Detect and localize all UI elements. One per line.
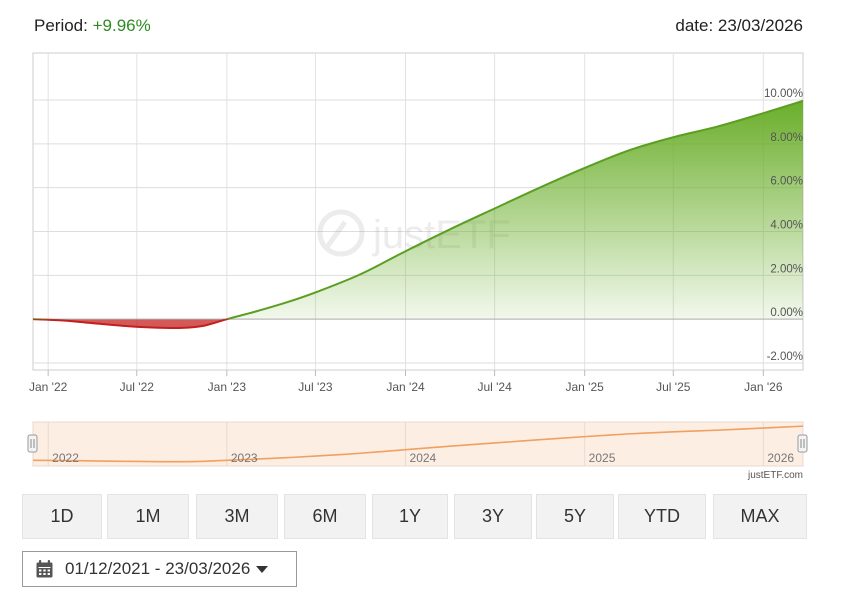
period-label: Period: +9.96% — [34, 16, 151, 36]
performance-chart[interactable]: justETF 10.00%8.00%6.00%4.00%2.00%0.00%-… — [0, 0, 851, 400]
performance-line-positive — [33, 99, 804, 320]
x-axis-labels: Jan '22 Jul '22 Jan '23 Jul '23 Jan '24 Jul '… — [29, 380, 783, 394]
navigator-line — [32, 425, 804, 463]
x-tick-label: Jan '24 — [386, 380, 425, 394]
x-tick-label: Jan '25 — [566, 380, 605, 394]
range-button-3y[interactable]: 3Y — [454, 494, 532, 539]
navigator-handle-right[interactable] — [797, 434, 808, 453]
x-tick-label: Jul '22 — [120, 380, 155, 394]
y-tick-label: 4.00% — [770, 220, 803, 232]
navigator-year-label: 2026 — [767, 451, 794, 465]
y-tick-label: -2.00% — [767, 351, 803, 363]
calendar-icon — [36, 560, 53, 578]
navigator-year-labels: 2022 2023 2024 2025 2026 — [52, 451, 794, 465]
navigator-year-label: 2023 — [231, 451, 258, 465]
range-button-3m[interactable]: 3M — [196, 494, 278, 539]
date-range-picker[interactable]: 01/12/2021 - 23/03/2026 — [22, 551, 297, 587]
range-button-1m[interactable]: 1M — [107, 494, 189, 539]
x-tick-label: Jul '25 — [656, 380, 691, 394]
date-range-text: 01/12/2021 - 23/03/2026 — [65, 559, 251, 578]
range-button-max[interactable]: MAX — [713, 494, 807, 539]
y-tick-label: 2.00% — [770, 263, 803, 275]
x-tick-label: Jul '24 — [477, 380, 512, 394]
y-axis-labels: 10.00% 8.00% 6.00% 4.00% 2.00% 0.00% -2.00% — [764, 88, 803, 363]
chart-credit[interactable]: justETF.com — [747, 470, 803, 481]
range-button-6m[interactable]: 6M — [284, 494, 366, 539]
range-button-ytd[interactable]: YTD — [618, 494, 706, 539]
navigator-background — [32, 421, 804, 467]
watermark-logo-icon — [317, 209, 365, 257]
navigator-year-label: 2022 — [52, 451, 79, 465]
performance-line-negative — [32, 319, 231, 330]
navigator-handle-left[interactable] — [27, 434, 38, 453]
x-tick-label: Jan '22 — [29, 380, 68, 394]
x-tick-label: Jan '23 — [208, 380, 247, 394]
y-tick-label: 8.00% — [770, 132, 803, 144]
watermark-logo-arrow-icon — [322, 220, 348, 252]
range-button-1d[interactable]: 1D — [22, 494, 102, 539]
navigator-year-label: 2025 — [589, 451, 616, 465]
y-tick-label: 10.00% — [764, 88, 803, 100]
y-tick-label: 0.00% — [770, 307, 803, 319]
navigator-gridlines — [47, 422, 764, 466]
positive-area — [226, 100, 803, 320]
range-button-5y[interactable]: 5Y — [536, 494, 614, 539]
x-tick-label: Jul '23 — [298, 380, 333, 394]
period-performance-value: +9.96% — [92, 16, 151, 35]
caret-down-icon — [256, 565, 269, 573]
y-tick-label: 6.00% — [770, 176, 803, 188]
period-label-text: Period: — [34, 16, 88, 35]
range-button-1y[interactable]: 1Y — [372, 494, 448, 539]
negative-area — [33, 319, 803, 329]
date-label: date: 23/03/2026 — [675, 16, 803, 35]
navigator-year-label: 2024 — [410, 451, 437, 465]
x-tick-label: Jan '26 — [744, 380, 783, 394]
